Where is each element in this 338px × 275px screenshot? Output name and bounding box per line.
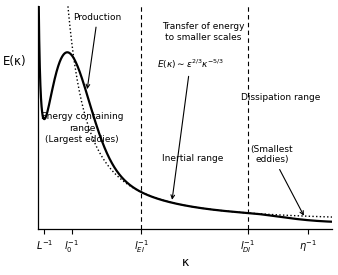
Text: Dissipation range: Dissipation range bbox=[241, 94, 320, 103]
Text: Transfer of energy
to smaller scales: Transfer of energy to smaller scales bbox=[162, 22, 245, 42]
X-axis label: κ: κ bbox=[182, 257, 189, 269]
Y-axis label: E(κ): E(κ) bbox=[3, 55, 27, 68]
Text: Energy containing
range
(Largest eddies): Energy containing range (Largest eddies) bbox=[41, 112, 124, 144]
Text: Inertial range: Inertial range bbox=[162, 154, 224, 163]
Text: (Smallest
eddies): (Smallest eddies) bbox=[250, 145, 303, 214]
Text: Production: Production bbox=[73, 13, 122, 88]
Text: $E(\kappa)\sim\varepsilon^{2/3}\kappa^{-5/3}$: $E(\kappa)\sim\varepsilon^{2/3}\kappa^{-… bbox=[156, 57, 224, 199]
